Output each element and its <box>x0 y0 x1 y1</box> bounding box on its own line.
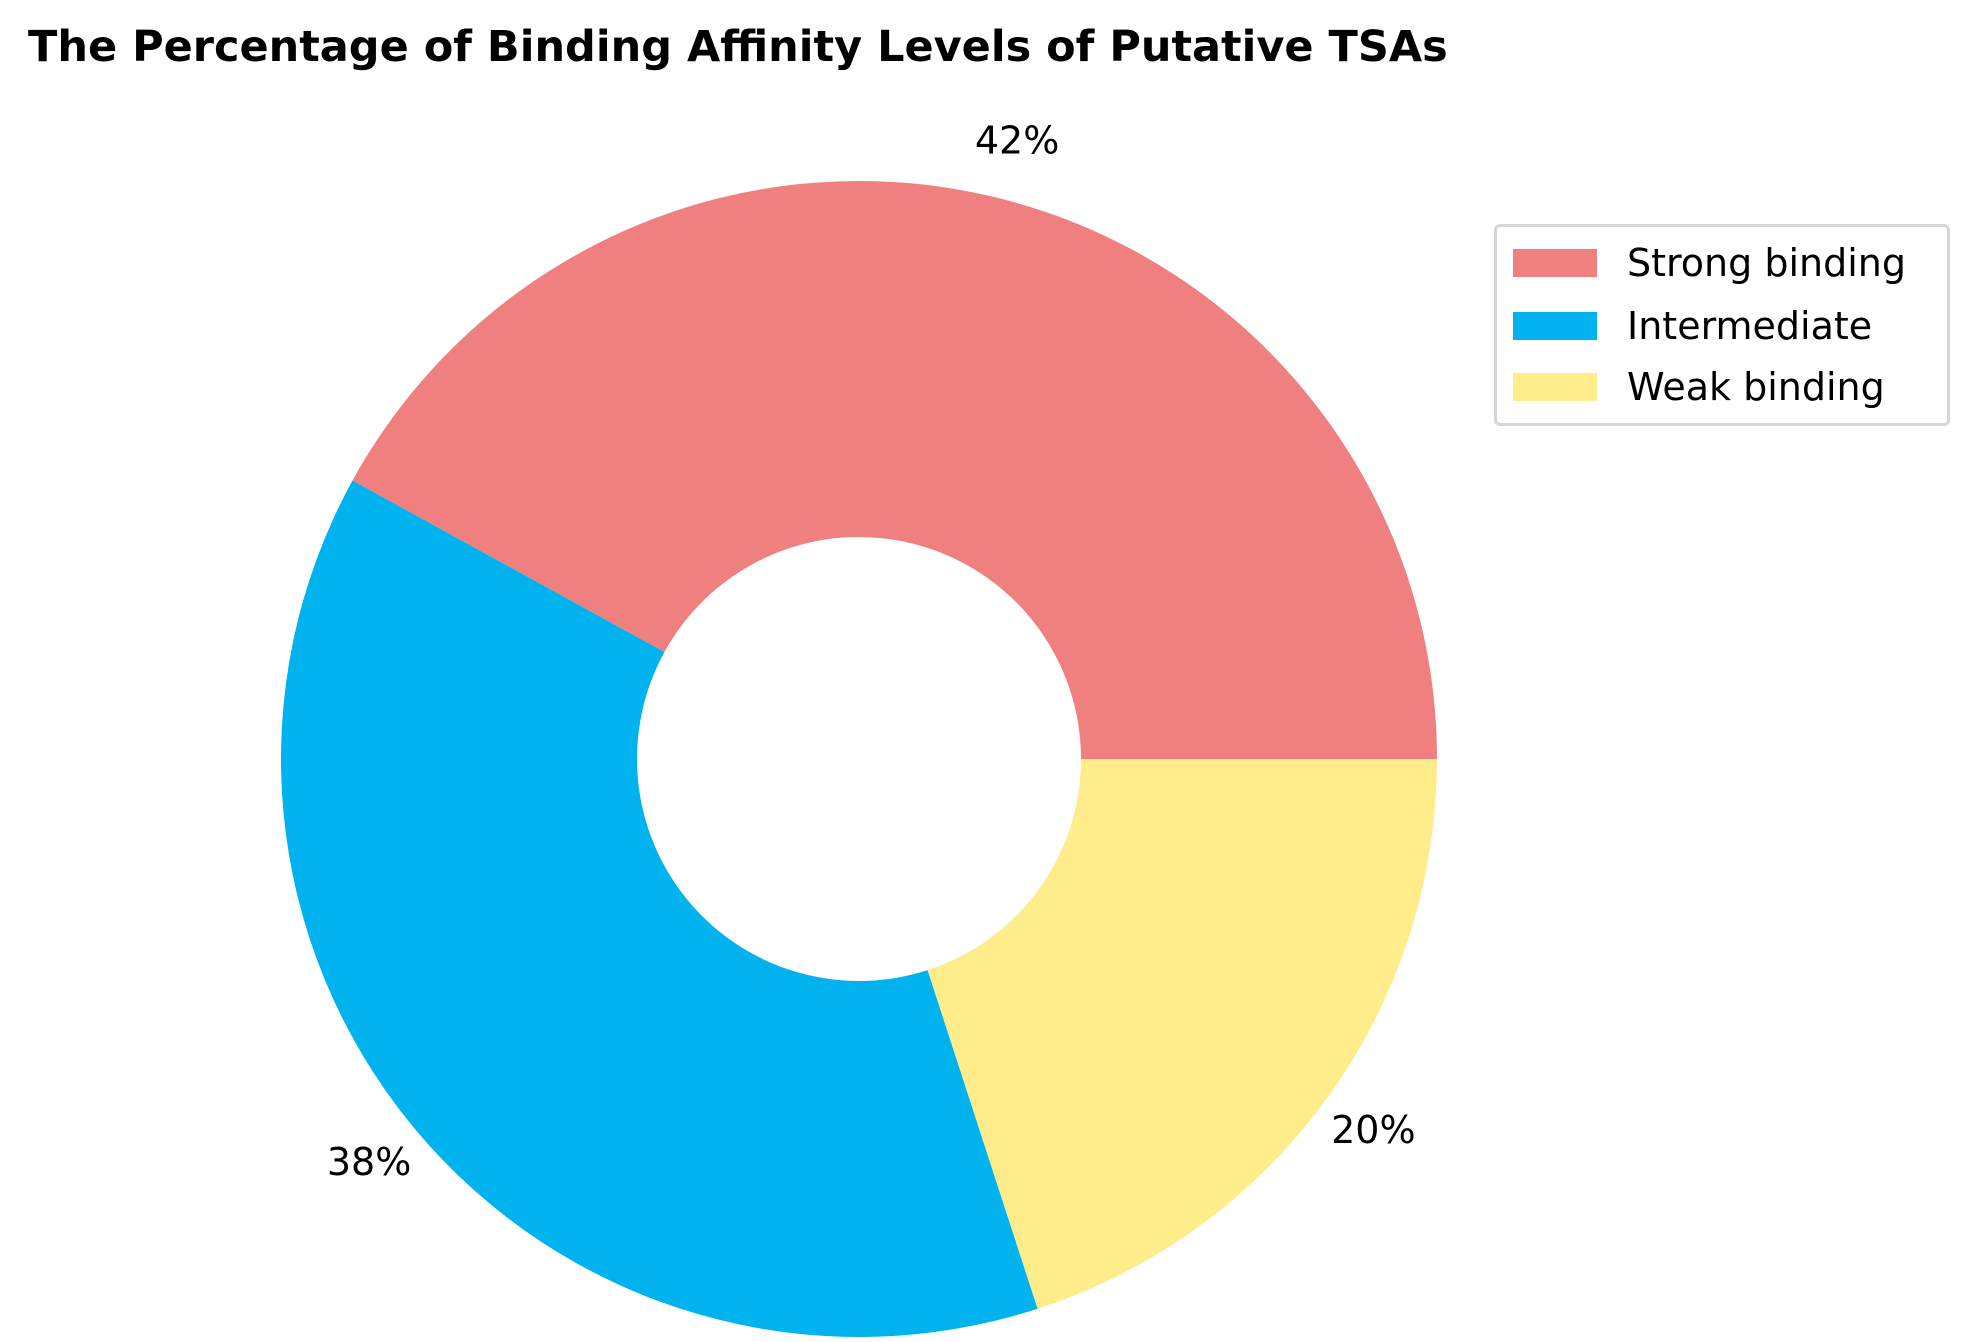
slices-layer <box>280 180 1437 1338</box>
legend-item-weak-binding: Weak binding <box>1513 365 1885 409</box>
legend-swatch-weak-binding <box>1513 373 1597 401</box>
value-labels-layer: 42% 38% 20% <box>327 119 1416 1184</box>
slice-intermediate <box>280 480 1038 1338</box>
legend-swatch-strong-binding <box>1513 249 1597 277</box>
legend-label-strong-binding: Strong binding <box>1627 241 1906 285</box>
legend-swatch-intermediate <box>1513 312 1597 340</box>
chart-title: The Percentage of Binding Affinity Level… <box>28 22 1448 72</box>
value-label-strong-binding: 42% <box>975 119 1059 163</box>
legend-label-weak-binding: Weak binding <box>1627 365 1885 409</box>
slice-weak-binding <box>927 759 1437 1309</box>
slice-strong-binding <box>352 180 1437 760</box>
value-label-intermediate: 38% <box>327 1140 411 1184</box>
value-label-weak-binding: 20% <box>1331 1108 1415 1152</box>
legend-label-intermediate: Intermediate <box>1627 304 1873 348</box>
legend-item-strong-binding: Strong binding <box>1513 241 1906 285</box>
legend-item-intermediate: Intermediate <box>1513 304 1873 348</box>
legend: Strong binding Intermediate Weak binding <box>1494 224 1950 426</box>
